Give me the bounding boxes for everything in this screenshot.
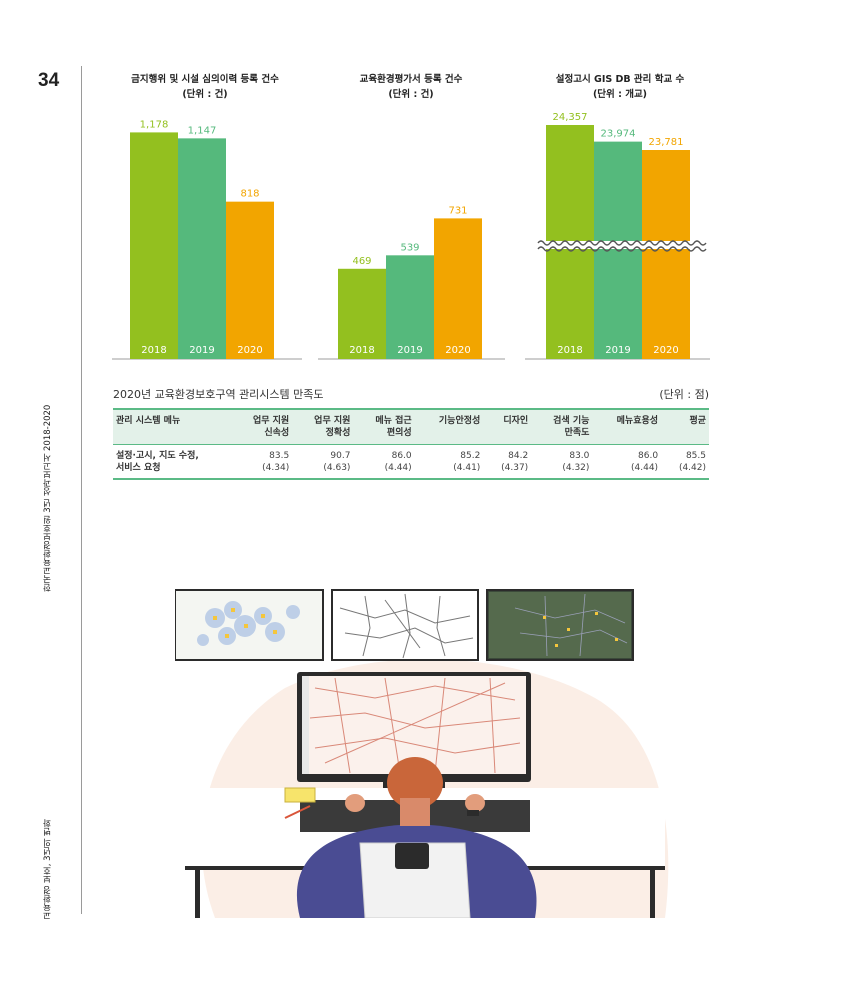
chart-2-title-block: 교육환경평가서 등록 건수 (단위 : 건)	[316, 72, 506, 102]
value-label-3-2020: 23,781	[649, 137, 684, 148]
cell-accuracy: 90.7 (4.63)	[292, 444, 354, 480]
cell-average: 85.5 (4.42)	[661, 444, 709, 480]
chart-1-title: 금지행위 및 시설 심의이력 등록 건수	[131, 74, 279, 85]
chart-2-title: 교육환경평가서 등록 건수	[359, 74, 463, 85]
header-speed: 업무 지원 신속성	[231, 408, 293, 445]
bar-1-2020	[226, 201, 274, 359]
value-label-1-2020: 818	[240, 189, 259, 200]
table-title: 2020년 교육환경보호구역 관리시스템 만족도	[113, 388, 324, 401]
main-monitor	[297, 672, 531, 792]
category-label-3-2018: 2018	[557, 345, 582, 356]
heatmap-monitor	[175, 589, 324, 661]
header-access: 메뉴 접근 편의성	[353, 408, 415, 445]
divider-line	[81, 66, 82, 914]
category-label-1-2019: 2019	[189, 345, 214, 356]
satellite-map-monitor	[486, 589, 634, 661]
category-label-3-2020: 2020	[653, 345, 678, 356]
category-label-3-2019: 2019	[605, 345, 630, 356]
header-utility: 메뉴효용성	[592, 408, 662, 445]
bar-2-2019	[386, 255, 434, 359]
bar-charts: 1,178 2018 1,147 2019 818 2020 469 2018 539 2019 7…	[112, 112, 710, 360]
bar-2-2020	[434, 218, 482, 359]
category-label-1-2020: 2020	[237, 345, 262, 356]
value-label-2-2019: 539	[400, 242, 419, 253]
bar-3-2020	[642, 150, 690, 359]
chart-1-title-block: 금지행위 및 시설 심의이력 등록 건수 (단위 : 건)	[110, 72, 300, 102]
header-menu: 관리 시스템 메뉴	[113, 408, 231, 445]
bar-1-2019	[178, 138, 226, 359]
cell-utility: 86.0 (4.44)	[592, 444, 662, 480]
page-number: 34	[38, 70, 60, 91]
category-label-2-2019: 2019	[397, 345, 422, 356]
header-search: 검색 기능 만족도	[531, 408, 593, 445]
category-label-1-2018: 2018	[141, 345, 166, 356]
chart-3-title-block: 설정고시 GIS DB 관리 학교 수 (단위 : 개교)	[520, 72, 720, 102]
table-row: 설정·고시, 지도 수정, 서비스 요청 83.5 (4.34) 90.7 (4.63…	[113, 444, 709, 480]
cell-access: 86.0 (4.44)	[353, 444, 415, 480]
street-map-monitor	[331, 589, 479, 661]
side-title-bottom: 교육환경 보호, 3년의 변화	[43, 818, 53, 920]
row-label: 설정·고시, 지도 수정, 서비스 요청	[113, 444, 231, 480]
cell-stability: 85.2 (4.41)	[414, 444, 484, 480]
header-average: 평균	[661, 408, 709, 445]
category-label-2-2020: 2020	[445, 345, 470, 356]
side-title-top: 한국교육환경보호원 3년 성과보고서 2018-2020	[43, 404, 53, 592]
value-label-3-2018: 24,357	[553, 112, 588, 123]
category-label-2-2018: 2018	[349, 345, 374, 356]
cell-search: 83.0 (4.32)	[531, 444, 593, 480]
bar-1-2018	[130, 132, 178, 359]
value-label-1-2018: 1,178	[140, 119, 169, 130]
bar-2-2018	[338, 268, 386, 359]
axis-break-line-bottom	[537, 246, 707, 252]
cell-design: 84.2 (4.37)	[483, 444, 532, 480]
table-unit: (단위 : 점)	[659, 388, 709, 401]
person	[296, 757, 537, 918]
satisfaction-table: 관리 시스템 메뉴 업무 지원 신속성 업무 지원 정확성 메뉴 접근 편의성 기능안…	[113, 408, 709, 480]
header-accuracy: 업무 지원 정확성	[292, 408, 354, 445]
value-label-2-2020: 731	[448, 205, 467, 216]
value-label-3-2019: 23,974	[601, 129, 636, 140]
chart-3-title: 설정고시 GIS DB 관리 학교 수	[555, 74, 685, 85]
chart-2-subtitle: (단위 : 건)	[388, 89, 434, 100]
chart-3-subtitle: (단위 : 개교)	[592, 89, 648, 100]
cell-speed: 83.5 (4.34)	[231, 444, 293, 480]
header-stability: 기능안정성	[414, 408, 484, 445]
table-header-row: 관리 시스템 메뉴 업무 지원 신속성 업무 지원 정확성 메뉴 접근 편의성 기능안…	[113, 408, 709, 445]
value-label-2-2018: 469	[352, 256, 371, 267]
header-design: 디자인	[483, 408, 532, 445]
axis-break-line-top	[537, 240, 707, 246]
value-label-1-2019: 1,147	[188, 125, 217, 136]
gis-monitoring-illustration	[175, 589, 669, 918]
satisfaction-table-section: 2020년 교육환경보호구역 관리시스템 만족도 (단위 : 점) 관리 시스템…	[113, 386, 709, 480]
chart-1-subtitle: (단위 : 건)	[182, 89, 228, 100]
